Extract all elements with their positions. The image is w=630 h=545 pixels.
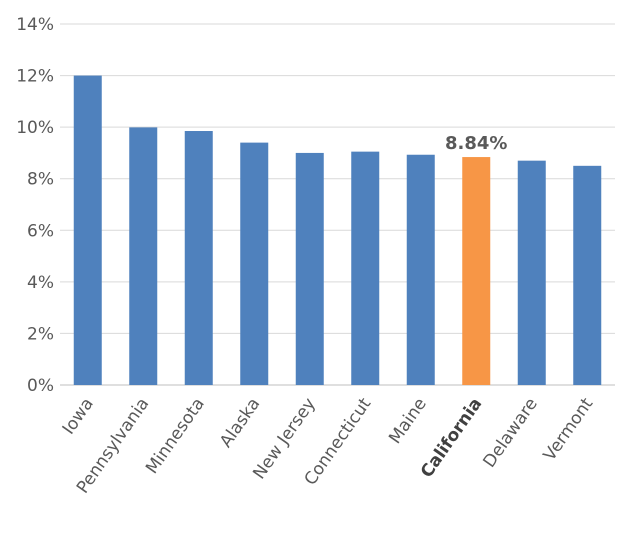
x-tick-label: Iowa <box>59 394 98 438</box>
bar-iowa <box>73 75 102 386</box>
bar-california <box>462 157 491 385</box>
y-tick-label: 14% <box>16 15 54 35</box>
y-tick-label: 4% <box>27 273 54 293</box>
data-label-california: 8.84% <box>445 133 507 154</box>
y-tick-label: 0% <box>27 376 54 396</box>
bar-new-jersey <box>295 152 324 385</box>
bar-minnesota <box>184 131 213 385</box>
x-tick-label: Vermont <box>540 394 598 465</box>
y-tick-label: 10% <box>16 118 54 138</box>
x-tick-label: Alaska <box>216 394 264 451</box>
y-tick-label: 8% <box>27 170 54 190</box>
y-axis-ticks: 0% 2% 4% 6% 8% 10% 12% 14% <box>16 15 54 396</box>
bar-pennsylvania <box>129 127 158 386</box>
y-tick-label: 2% <box>27 324 54 344</box>
data-labels: 8.84% <box>445 133 507 154</box>
bar-vermont <box>573 165 602 385</box>
x-tick-label: Maine <box>385 394 431 447</box>
y-tick-label: 6% <box>27 221 54 241</box>
y-tick-label: 12% <box>16 67 54 87</box>
bar-connecticut <box>351 151 380 385</box>
bar-maine <box>406 154 435 385</box>
bar-alaska <box>240 142 269 385</box>
bars <box>73 75 602 386</box>
bar-delaware <box>517 160 546 385</box>
x-tick-label: Delaware <box>480 394 542 471</box>
